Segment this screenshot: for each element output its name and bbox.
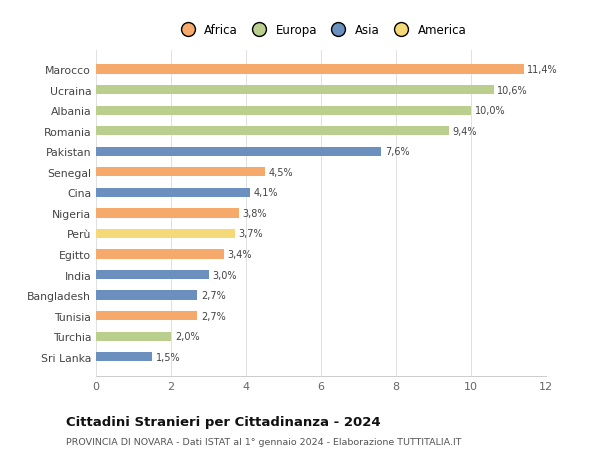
Legend: Africa, Europa, Asia, America: Africa, Europa, Asia, America xyxy=(172,21,470,40)
Bar xyxy=(96,147,381,157)
Bar xyxy=(96,332,171,341)
Text: 7,6%: 7,6% xyxy=(385,147,409,157)
Bar xyxy=(96,65,523,74)
Text: 9,4%: 9,4% xyxy=(452,126,477,136)
Bar xyxy=(96,353,152,362)
Bar xyxy=(96,209,239,218)
Text: 10,6%: 10,6% xyxy=(497,85,528,95)
Bar xyxy=(96,311,197,320)
Bar xyxy=(96,250,223,259)
Text: 3,7%: 3,7% xyxy=(239,229,263,239)
Bar xyxy=(96,230,235,239)
Text: 4,5%: 4,5% xyxy=(269,168,293,178)
Bar xyxy=(96,291,197,300)
Text: 10,0%: 10,0% xyxy=(475,106,505,116)
Bar xyxy=(96,127,449,136)
Bar xyxy=(96,106,471,116)
Text: PROVINCIA DI NOVARA - Dati ISTAT al 1° gennaio 2024 - Elaborazione TUTTITALIA.IT: PROVINCIA DI NOVARA - Dati ISTAT al 1° g… xyxy=(66,437,461,446)
Bar xyxy=(96,86,493,95)
Text: 11,4%: 11,4% xyxy=(527,65,558,75)
Bar xyxy=(96,188,250,197)
Text: 3,8%: 3,8% xyxy=(242,208,267,218)
Text: 2,7%: 2,7% xyxy=(201,311,226,321)
Bar xyxy=(96,168,265,177)
Text: 3,0%: 3,0% xyxy=(212,270,237,280)
Text: Cittadini Stranieri per Cittadinanza - 2024: Cittadini Stranieri per Cittadinanza - 2… xyxy=(66,415,380,428)
Text: 1,5%: 1,5% xyxy=(156,352,181,362)
Bar xyxy=(96,270,209,280)
Text: 2,0%: 2,0% xyxy=(175,331,199,341)
Text: 3,4%: 3,4% xyxy=(227,249,252,259)
Text: 2,7%: 2,7% xyxy=(201,291,226,301)
Text: 4,1%: 4,1% xyxy=(253,188,278,198)
